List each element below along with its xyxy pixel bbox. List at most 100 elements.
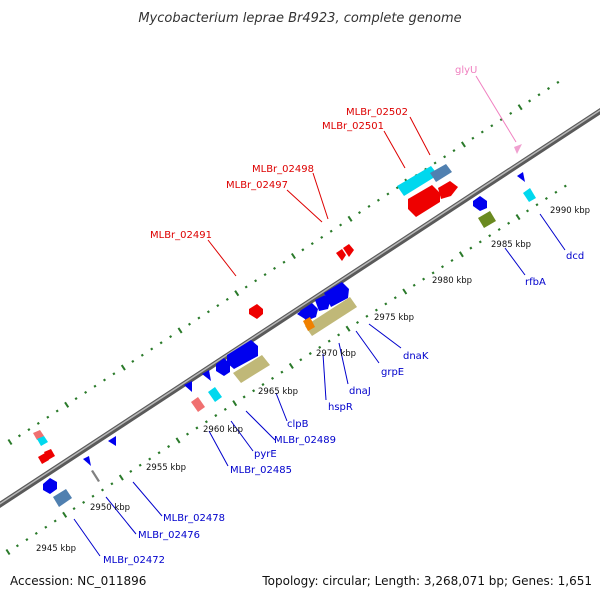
gene-label-mlbr-02502[interactable]: MLBr_02502	[346, 107, 408, 118]
cds-mlbr-02497[interactable]	[336, 249, 346, 261]
minor-tick	[34, 531, 38, 535]
tick-label: 2960 kbp	[203, 425, 243, 435]
gene-label-hspr[interactable]: hspR	[328, 402, 353, 413]
cds-clpb-b[interactable]	[233, 355, 270, 383]
forward-strand-features	[33, 144, 522, 464]
cds-mlbr-02491[interactable]	[249, 304, 263, 319]
major-tick	[64, 401, 70, 408]
cds-mlbr-02485[interactable]	[184, 381, 192, 392]
major-tick	[232, 400, 238, 407]
cds-pyre-b[interactable]	[208, 387, 222, 402]
major-tick	[460, 141, 466, 148]
minor-tick	[339, 223, 343, 227]
minor-tick	[433, 161, 437, 165]
minor-tick	[546, 87, 551, 91]
cds-dnaj[interactable]	[300, 303, 318, 321]
cds-mlbr-02501b[interactable]	[438, 181, 458, 199]
minor-tick	[91, 494, 95, 498]
map-title: Mycobacterium leprae Br4923, complete ge…	[138, 11, 461, 26]
gene-label-mlbr-02472[interactable]: MLBr_02472	[103, 555, 165, 566]
cds-mlbr-02476b[interactable]	[91, 470, 100, 482]
minor-tick	[244, 285, 248, 289]
genome-backbone	[0, 107, 600, 509]
minor-tick	[440, 265, 445, 269]
minor-tick	[187, 322, 192, 326]
cds-mlbr-02498[interactable]	[343, 244, 354, 257]
minor-tick	[169, 335, 173, 339]
cds-mlbr-02502[interactable]	[397, 166, 438, 196]
cds-pyre[interactable]	[202, 370, 211, 381]
cds-grpe-b[interactable]	[303, 317, 315, 331]
cds-mlbr-02485b[interactable]	[191, 397, 205, 412]
cds-mlbr-02478[interactable]	[108, 436, 116, 446]
cds-mlbr-02476[interactable]	[83, 456, 91, 466]
gene-label-grpe[interactable]: grpE	[381, 367, 404, 378]
gene-label-glyu[interactable]: glyU	[455, 65, 477, 76]
cds-rfba[interactable]	[473, 196, 487, 211]
minor-tick	[422, 277, 426, 281]
minor-tick	[299, 358, 303, 362]
minor-tick	[554, 190, 558, 194]
leader-grpe	[355, 330, 380, 364]
gene-label-pyre[interactable]: pyrE	[254, 449, 277, 460]
minor-tick	[443, 155, 447, 159]
minor-tick	[185, 432, 190, 436]
cds-dnak[interactable]	[324, 282, 349, 307]
minor-tick	[563, 184, 567, 188]
gene-label-mlbr-02489[interactable]: MLBr_02489	[274, 435, 336, 446]
cds-red-left-2[interactable]	[44, 449, 55, 460]
cds-dcd[interactable]	[517, 172, 525, 182]
major-tick	[288, 362, 294, 369]
major-tick	[290, 252, 296, 260]
gene-label-mlbr-02476[interactable]: MLBr_02476	[138, 530, 200, 541]
cds-mlbr-02501[interactable]	[408, 185, 440, 217]
major-tick	[62, 511, 68, 518]
minor-tick	[367, 204, 371, 208]
minor-tick	[507, 221, 511, 225]
gene-label-mlbr-02485[interactable]: MLBr_02485	[230, 465, 292, 476]
gene-label-clpb[interactable]: clpB	[287, 419, 309, 430]
trna-label-leaders	[475, 75, 517, 143]
gene-label-dnaj[interactable]: dnaJ	[349, 386, 371, 397]
trna-glyu[interactable]	[514, 144, 522, 154]
cds-mlbr-02502b[interactable]	[430, 164, 452, 182]
tick-labels: 2945 kbp 2950 kbp 2955 kbp 2960 kbp 2965…	[36, 206, 590, 554]
minor-tick	[93, 384, 97, 388]
minor-tick	[384, 302, 388, 306]
minor-tick	[150, 347, 154, 351]
leader-clpb	[275, 392, 288, 422]
cds-mlbr-02472[interactable]	[43, 478, 57, 494]
minor-tick	[82, 500, 86, 504]
gene-label-dnak[interactable]: dnaK	[403, 351, 429, 362]
cds-mlbr-02472b[interactable]	[53, 489, 72, 507]
minor-tick	[310, 242, 314, 246]
minor-tick	[320, 235, 324, 239]
cds-grpe[interactable]	[315, 295, 330, 311]
cds-rfba-b[interactable]	[478, 211, 496, 228]
gene-label-rfba[interactable]: rfbA	[525, 277, 546, 288]
leader-mlbr-02498	[312, 172, 329, 220]
cds-dnak-b[interactable]	[305, 297, 357, 336]
minor-tick	[204, 420, 208, 424]
major-tick	[118, 474, 124, 481]
minor-tick	[357, 211, 362, 215]
minor-tick	[452, 149, 456, 153]
gene-label-mlbr-02491[interactable]: MLBr_02491	[150, 230, 212, 241]
cds-cyan-left[interactable]	[37, 436, 48, 446]
minor-tick	[528, 99, 532, 103]
leader-mlbr-02485	[208, 430, 229, 467]
minor-tick	[129, 469, 133, 473]
gene-label-mlbr-02501[interactable]: MLBr_02501	[322, 121, 384, 132]
gene-label-mlbr-02478[interactable]: MLBr_02478	[163, 513, 225, 524]
gene-label-mlbr-02497[interactable]: MLBr_02497	[226, 180, 288, 191]
minor-tick	[499, 118, 503, 122]
cds-mlbr-02489[interactable]	[216, 358, 230, 376]
minor-tick	[329, 229, 333, 233]
cds-clpb[interactable]	[227, 340, 258, 369]
minor-tick	[386, 192, 390, 196]
gene-label-mlbr-02498[interactable]: MLBr_02498	[252, 164, 314, 175]
cds-dcd-b[interactable]	[523, 188, 536, 202]
gene-label-dcd[interactable]: dcd	[566, 251, 584, 262]
minor-tick	[497, 227, 501, 232]
